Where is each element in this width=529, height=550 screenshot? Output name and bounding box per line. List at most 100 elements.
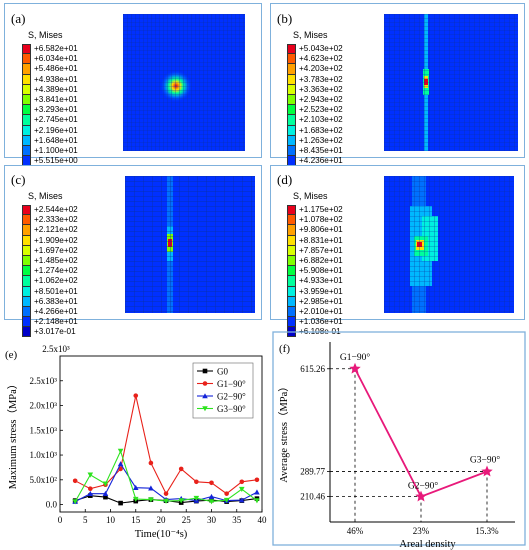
chart-f: (f) 210.46 289.77 615.26 46% 23% 15.3% Areal de… [272,331,526,550]
colorbar-entry: +2.745e+01 [22,115,78,126]
chart-e-panel-label: (e) [5,349,18,361]
colorbar-value: +2.148e+01 [34,317,78,327]
colorbar-entry: +4.938e+01 [22,74,78,85]
data-point [163,491,169,496]
contour-panel-a: (a) S, Mises +6.582e+01 +6.034e+01 +5.486e… [4,3,262,177]
colorbar-swatch [22,266,31,277]
legend-marker [202,406,208,412]
colorbar-value: +1.078e+02 [299,215,343,225]
colorbar-value: +4.203e+02 [299,64,343,74]
colorbar-entry: +4.623e+02 [287,54,343,65]
point-label: G1−90° [340,352,370,363]
y-tick-label: 289.77 [300,467,325,477]
y-tick-label: 2.0x10³ [30,401,58,411]
colorbar-entry: +3.841e+01 [22,94,78,106]
colorbar-entry: +8.435e+01 [287,145,343,157]
colorbar-value: +1.697e+02 [34,245,78,255]
colorbar-entry: +3.017e-01 [22,327,78,338]
panel-c-mesh-plot [125,176,255,313]
data-point [103,494,108,500]
panel-f-border [272,331,526,546]
colorbar-entry: +4.933e+01 [287,276,343,287]
colorbar-entry: +6.383e+01 [22,296,78,307]
colorbar-entry: +2.333e+02 [22,215,78,226]
colorbar-value: +8.831e+01 [299,235,343,245]
legend-label: G0 [217,367,228,377]
colorbar-entry: +4.203e+02 [287,64,343,75]
data-point [254,477,260,483]
colorbar-entry: +1.062e+02 [22,276,78,287]
colorbar-swatch [22,125,31,136]
colorbar-entry: +1.078e+02 [287,215,343,226]
panel-c-mesh [125,176,255,313]
colorbar-entry: +3.783e+02 [287,74,343,85]
colorbar-swatch [22,205,31,216]
data-point [163,498,169,504]
colorbar-value: +2.121e+02 [34,225,78,235]
x-tick-label: 20 [157,515,167,525]
data-point [148,460,154,466]
colorbar-swatch [22,276,31,287]
panel-b-label: (b) [277,11,293,26]
x-tick-label: 0 [58,515,63,525]
colorbar-entry: +8.501e+01 [22,286,78,297]
data-point [87,490,94,496]
data-point [254,489,260,495]
legend-label: G3−90° [217,404,246,414]
colorbar-value: +1.036e+01 [299,317,343,327]
data-point [208,499,215,505]
colorbar-value: +5.908e+01 [299,266,343,276]
colorbar-value: +3.363e+02 [299,84,343,94]
data-point-star [349,362,361,374]
data-point [102,481,109,487]
data-point [118,500,123,506]
panel-d-legend-title: S, Mises [293,191,328,201]
legend-marker [202,381,208,386]
data-point [209,480,214,486]
y-tick-label: 615.26 [300,364,325,374]
x-tick-label: 23% [413,526,430,536]
colorbar-swatch [22,84,31,95]
panel-c-legend-title: S, Mises [28,191,63,201]
colorbar-entry: +4.389e+01 [22,84,78,95]
data-point [117,448,124,454]
colorbar-value: +5.486e+01 [34,64,78,74]
colorbar-entry: +9.806e+01 [287,225,343,236]
colorbar-value: +2.745e+01 [34,115,78,125]
x-tick-label: 25 [182,515,192,525]
data-point [148,497,154,503]
colorbar-swatch [287,286,296,297]
legend-label: G2−90° [217,392,246,402]
colorbar-value: +1.648e+01 [34,135,78,145]
colorbar-entry: +1.274e+02 [22,266,78,277]
colorbar-swatch [22,64,31,75]
colorbar-value: +2.103e+02 [299,115,343,125]
colorbar-value: +7.857e+01 [299,245,343,255]
colorbar-value: +3.783e+02 [299,74,343,84]
legend-marker [202,368,208,374]
x-axis-label: Time(10⁻⁴s) [135,529,188,540]
colorbar-swatch [287,245,296,256]
colorbar-entry: +5.043e+02 [287,44,343,55]
colorbar-swatch [287,74,296,85]
panel-b-mesh [384,14,518,151]
y-tick-label: 1.0x10³ [30,450,58,460]
panel-d-mesh [384,176,514,313]
colorbar-swatch [287,145,296,157]
colorbar-value: +1.062e+02 [34,276,78,286]
y-tick-label: 5.0x10² [30,475,58,485]
x-tick-label: 35 [232,515,242,525]
colorbar-swatch [22,317,31,328]
panel-a-label: (a) [11,11,26,26]
colorbar-entry: +2.103e+02 [287,115,343,126]
panel-b-mesh-plot [384,14,518,151]
colorbar-value: +4.623e+02 [299,54,343,64]
colorbar-swatch [22,255,31,267]
colorbar-entry: +3.363e+02 [287,84,343,95]
colorbar-entry: +7.857e+01 [287,245,343,256]
data-point-star [415,490,427,502]
colorbar-swatch [287,84,296,95]
colorbar-swatch [22,296,31,307]
colorbar-swatch [22,245,31,256]
colorbar-entry: +4.266e+01 [22,306,78,318]
